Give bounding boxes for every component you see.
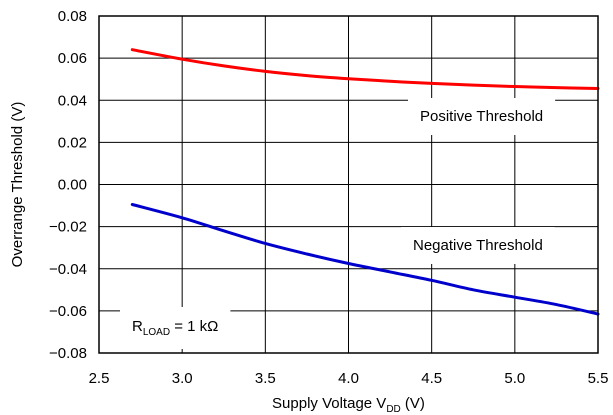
- x-tick-label: 4.5: [421, 370, 442, 387]
- y-tick-label: −0.04: [49, 261, 87, 278]
- rload-sub: LOAD: [143, 327, 170, 338]
- x-tick-label: 5.5: [588, 370, 609, 387]
- x-tick-label: 3.5: [255, 370, 276, 387]
- x-axis-tick-labels: 2.5 3.0 3.5 4.0 4.5 5.0 5.5: [89, 370, 609, 387]
- y-axis-tick-labels: 0.08 0.06 0.04 0.02 0.00 −0.02 −0.04 −0.06 −0.08: [49, 8, 87, 362]
- x-tick-label: 3.0: [172, 370, 193, 387]
- series-lines: [130, 48, 600, 316]
- y-tick-label: 0.06: [58, 50, 87, 67]
- y-tick-label: 0.04: [58, 92, 87, 109]
- rload-suffix: = 1 kΩ: [170, 318, 218, 335]
- y-tick-label: −0.02: [49, 219, 87, 236]
- y-tick-label: 0.00: [58, 177, 87, 194]
- positive-threshold-line: [130, 48, 600, 90]
- x-tick-label: 5.0: [504, 370, 525, 387]
- rload-prefix: R: [132, 318, 143, 335]
- x-tick-label: 4.0: [338, 370, 359, 387]
- y-tick-label: 0.02: [58, 134, 87, 151]
- negative-threshold-label-bg: [401, 227, 555, 264]
- x-axis-title-prefix: Supply Voltage V: [272, 395, 386, 412]
- y-tick-label: 0.08: [58, 8, 87, 25]
- grid-lines: [99, 16, 598, 353]
- negative-threshold-label: Negative Threshold: [413, 237, 543, 254]
- rload-annotation: RLOAD = 1 kΩ: [132, 318, 218, 338]
- plot-frame: [98, 15, 599, 354]
- positive-threshold-label-bg: [408, 98, 556, 135]
- x-tick-label: 2.5: [89, 370, 110, 387]
- x-axis-title-sub: DD: [386, 404, 400, 415]
- positive-threshold-label: Positive Threshold: [420, 108, 543, 125]
- y-axis-title: Overrange Threshold (V): [9, 102, 26, 268]
- x-axis-title-suffix: (V): [401, 395, 425, 412]
- y-tick-label: −0.06: [49, 303, 87, 320]
- x-axis-title: Supply Voltage VDD (V): [272, 395, 425, 415]
- rload-annotation-bg: [120, 307, 231, 349]
- negative-threshold-line: [130, 203, 600, 316]
- y-tick-label: −0.08: [49, 345, 87, 362]
